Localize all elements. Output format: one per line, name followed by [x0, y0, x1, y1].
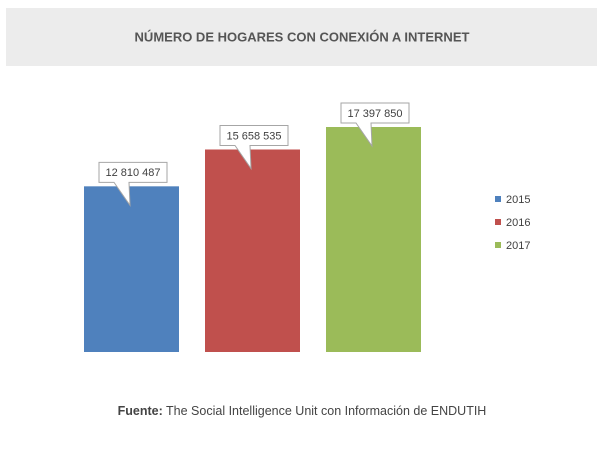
callout [340, 102, 410, 148]
data-label: 12 810 487 [105, 167, 160, 179]
chart-title: NÚMERO DE HOGARES CON CONEXIÓN A INTERNE… [135, 29, 470, 44]
bar [326, 127, 421, 352]
legend-label: 2017 [506, 240, 530, 252]
legend-swatch [495, 219, 501, 225]
bar [205, 149, 300, 352]
callout [98, 161, 168, 208]
source-text: The Social Intelligence Unit con Informa… [166, 404, 486, 418]
legend-swatch [495, 196, 501, 202]
data-label: 15 658 535 [226, 130, 281, 142]
source-label: Fuente: [118, 404, 163, 418]
source: Fuente: The Social Intelligence Unit con… [118, 404, 487, 418]
legend-swatch [495, 242, 501, 248]
callout [219, 124, 289, 171]
legend-label: 2016 [506, 217, 530, 229]
title-banner [6, 8, 597, 66]
legend-label: 2015 [506, 194, 530, 206]
data-label: 17 397 850 [347, 108, 402, 120]
bar [84, 186, 179, 352]
